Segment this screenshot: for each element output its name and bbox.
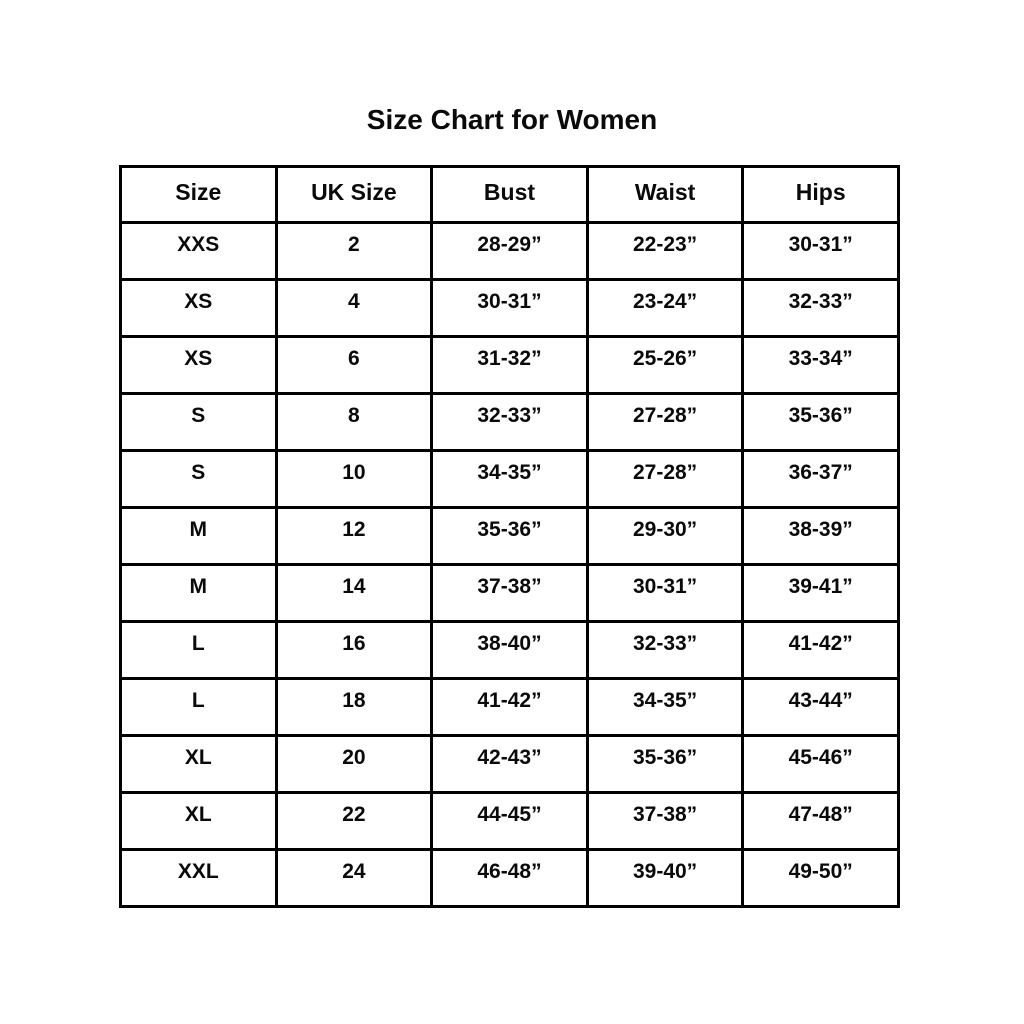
table-row: XXL 24 46-48” 39-40” 49-50” <box>119 848 900 908</box>
table-cell: 32-33” <box>430 392 589 452</box>
table-cell: 32-33” <box>741 278 900 338</box>
table-cell: 27-28” <box>585 449 745 509</box>
table-cell: 2 <box>274 221 434 281</box>
table-cell: 27-28” <box>585 392 745 452</box>
table-cell: 30-31” <box>741 221 900 281</box>
table-cell: 36-37” <box>741 449 900 509</box>
table-row: XL 22 44-45” 37-38” 47-48” <box>119 791 900 851</box>
column-header-uk-size: UK Size <box>274 165 434 224</box>
page-title: Size Chart for Women <box>366 104 658 135</box>
table-cell: M <box>119 563 278 623</box>
table-cell: 42-43” <box>430 734 589 794</box>
table-cell: XXS <box>119 221 278 281</box>
table-cell: XS <box>119 278 278 338</box>
table-row: L 18 41-42” 34-35” 43-44” <box>119 677 900 737</box>
table-cell: 25-26” <box>585 335 745 395</box>
table-cell: 29-30” <box>585 506 745 566</box>
table-row: M 12 35-36” 29-30” 38-39” <box>119 506 900 566</box>
table-cell: 46-48” <box>430 848 589 908</box>
header-row: Size UK Size Bust Waist Hips <box>119 165 900 224</box>
table-row: XS 6 31-32” 25-26” 33-34” <box>119 335 900 395</box>
table-row: XL 20 42-43” 35-36” 45-46” <box>119 734 900 794</box>
table-cell: 34-35” <box>585 677 745 737</box>
table-row: XXS 2 28-29” 22-23” 30-31” <box>119 221 900 281</box>
table-cell: 30-31” <box>430 278 589 338</box>
table-cell: 39-41” <box>741 563 900 623</box>
table-cell: 37-38” <box>430 563 589 623</box>
table-cell: 14 <box>274 563 434 623</box>
table-row: S 8 32-33” 27-28” 35-36” <box>119 392 900 452</box>
table-cell: 24 <box>274 848 434 908</box>
table-cell: XL <box>119 734 278 794</box>
column-header-waist: Waist <box>585 165 745 224</box>
table-row: L 16 38-40” 32-33” 41-42” <box>119 620 900 680</box>
table-cell: 44-45” <box>430 791 589 851</box>
table-cell: XXL <box>119 848 278 908</box>
table-cell: M <box>119 506 278 566</box>
table-cell: 45-46” <box>741 734 900 794</box>
table-cell: 23-24” <box>585 278 745 338</box>
table-cell: 34-35” <box>430 449 589 509</box>
table-cell: 10 <box>274 449 434 509</box>
table-row: S 10 34-35” 27-28” 36-37” <box>119 449 900 509</box>
table-cell: 47-48” <box>741 791 900 851</box>
column-header-bust: Bust <box>430 165 589 224</box>
table-cell: L <box>119 620 278 680</box>
table-cell: 16 <box>274 620 434 680</box>
column-header-size: Size <box>119 165 278 224</box>
table-cell: 35-36” <box>585 734 745 794</box>
table-cell: 28-29” <box>430 221 589 281</box>
table-header: Size UK Size Bust Waist Hips <box>119 165 900 224</box>
table-cell: 35-36” <box>430 506 589 566</box>
table-cell: 4 <box>274 278 434 338</box>
table-cell: 33-34” <box>741 335 900 395</box>
table-row: M 14 37-38” 30-31” 39-41” <box>119 563 900 623</box>
table-cell: 35-36” <box>741 392 900 452</box>
table-cell: 37-38” <box>585 791 745 851</box>
table-cell: L <box>119 677 278 737</box>
table-cell: S <box>119 449 278 509</box>
table-cell: XS <box>119 335 278 395</box>
table-cell: 20 <box>274 734 434 794</box>
table-cell: S <box>119 392 278 452</box>
table-cell: 22 <box>274 791 434 851</box>
table-cell: 18 <box>274 677 434 737</box>
table-cell: 43-44” <box>741 677 900 737</box>
table-cell: 41-42” <box>430 677 589 737</box>
table-body: XXS 2 28-29” 22-23” 30-31” XS 4 30-31” 23-24” 32-… <box>119 221 900 908</box>
table-row: XS 4 30-31” 23-24” 32-33” <box>119 278 900 338</box>
table-cell: XL <box>119 791 278 851</box>
table-cell: 8 <box>274 392 434 452</box>
table-cell: 38-39” <box>741 506 900 566</box>
column-header-hips: Hips <box>741 165 900 224</box>
table-cell: 32-33” <box>585 620 745 680</box>
size-chart-table: Size UK Size Bust Waist Hips XXS 2 28-29” 22-23… <box>119 165 900 908</box>
table-cell: 12 <box>274 506 434 566</box>
table-cell: 39-40” <box>585 848 745 908</box>
table-cell: 6 <box>274 335 434 395</box>
table-cell: 41-42” <box>741 620 900 680</box>
table-cell: 38-40” <box>430 620 589 680</box>
table-cell: 31-32” <box>430 335 589 395</box>
table-cell: 30-31” <box>585 563 745 623</box>
table-cell: 22-23” <box>585 221 745 281</box>
table-cell: 49-50” <box>741 848 900 908</box>
